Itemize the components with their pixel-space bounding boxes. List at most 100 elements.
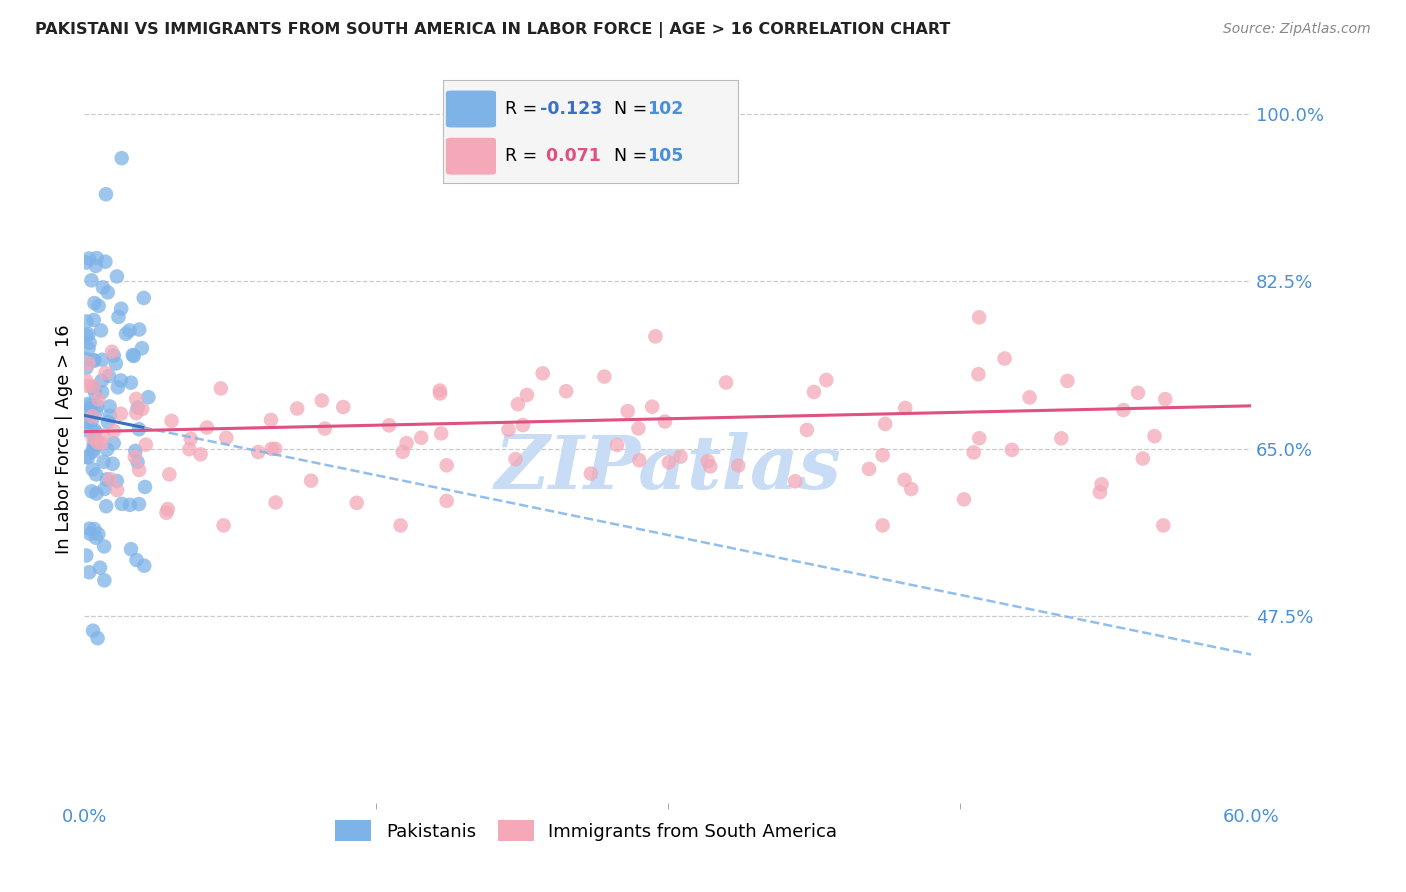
Point <box>606 438 628 452</box>
Point <box>86 435 108 450</box>
Point <box>82 379 104 393</box>
Point <box>80 484 103 499</box>
Point <box>94 366 117 380</box>
Text: R =: R = <box>505 100 543 118</box>
Point <box>190 447 212 461</box>
Point <box>86 486 108 500</box>
Point <box>395 436 418 450</box>
Point <box>699 459 721 474</box>
Point <box>75 450 97 465</box>
Point <box>1091 477 1114 491</box>
Y-axis label: In Labor Force | Age > 16: In Labor Force | Age > 16 <box>55 325 73 554</box>
Point <box>1126 385 1149 400</box>
Point <box>110 373 132 387</box>
Point <box>993 351 1015 366</box>
Point <box>79 526 101 541</box>
Point <box>160 414 183 428</box>
Point <box>77 356 100 370</box>
Point <box>120 376 142 390</box>
Point <box>180 432 202 446</box>
Point <box>111 497 134 511</box>
Point <box>91 280 114 294</box>
Point <box>82 442 104 457</box>
Point <box>796 423 818 437</box>
Point <box>90 436 112 450</box>
Text: Source: ZipAtlas.com: Source: ZipAtlas.com <box>1223 22 1371 37</box>
Point <box>641 400 664 414</box>
Point <box>430 426 453 441</box>
Point <box>555 384 578 399</box>
Point <box>103 349 125 363</box>
Point <box>967 310 990 325</box>
Point <box>132 291 155 305</box>
Point <box>76 314 98 328</box>
Point <box>498 423 520 437</box>
Point <box>727 458 749 473</box>
Point <box>346 496 368 510</box>
Point <box>103 436 125 450</box>
Point <box>1143 429 1166 443</box>
Point <box>505 452 527 467</box>
Point <box>83 522 105 536</box>
Point <box>512 417 534 432</box>
Point <box>872 448 894 462</box>
Point <box>75 374 97 388</box>
Point <box>125 392 148 406</box>
Point <box>84 437 107 451</box>
Text: 105: 105 <box>647 147 683 165</box>
Point <box>77 252 100 266</box>
Point <box>593 369 616 384</box>
Point <box>696 454 718 468</box>
Point <box>155 506 177 520</box>
Point <box>128 322 150 336</box>
Point <box>89 560 111 574</box>
Point <box>75 423 97 437</box>
FancyBboxPatch shape <box>446 91 496 128</box>
Point <box>84 425 107 440</box>
Point <box>98 472 121 486</box>
Point <box>101 344 124 359</box>
Point <box>91 385 114 400</box>
Point <box>115 326 138 341</box>
Point <box>91 352 114 367</box>
Point <box>86 399 108 413</box>
Point <box>98 369 121 384</box>
Point <box>96 442 118 457</box>
Point <box>1050 431 1073 445</box>
Point <box>77 566 100 580</box>
Point <box>98 409 121 423</box>
Point <box>658 455 681 469</box>
Point <box>118 323 141 337</box>
Point <box>127 455 149 469</box>
Text: 0.071: 0.071 <box>540 147 602 165</box>
Point <box>264 495 287 509</box>
Point <box>82 409 104 424</box>
Point <box>82 624 104 638</box>
Point <box>75 328 97 343</box>
Text: ZIPatlas: ZIPatlas <box>495 432 841 505</box>
Text: R =: R = <box>505 147 543 165</box>
Point <box>122 349 145 363</box>
FancyBboxPatch shape <box>446 137 496 175</box>
Point <box>299 474 322 488</box>
Point <box>79 402 101 417</box>
Point <box>110 301 132 316</box>
Point <box>815 373 838 387</box>
Text: 102: 102 <box>647 100 683 118</box>
Point <box>94 187 117 202</box>
Point <box>84 432 107 446</box>
Point <box>803 384 825 399</box>
Point <box>87 299 110 313</box>
Point <box>785 475 807 489</box>
Point <box>264 442 287 456</box>
Point <box>83 296 105 310</box>
Point <box>138 390 160 404</box>
Point <box>82 381 104 395</box>
Point <box>1112 403 1135 417</box>
Point <box>103 424 125 438</box>
Point <box>195 420 218 434</box>
Point <box>579 467 602 481</box>
Point <box>131 402 153 417</box>
Point <box>669 450 692 464</box>
Point <box>86 251 108 265</box>
